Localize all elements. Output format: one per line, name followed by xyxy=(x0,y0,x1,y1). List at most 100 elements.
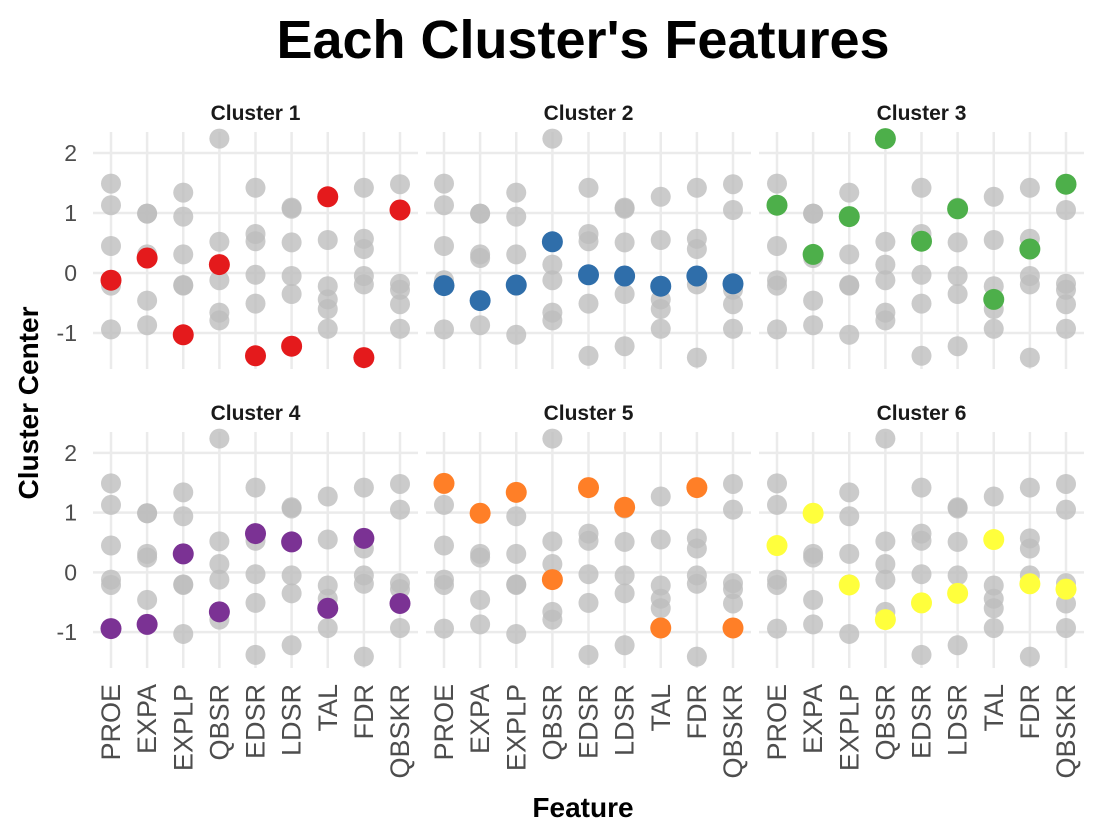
background-point xyxy=(137,290,158,311)
background-point xyxy=(723,499,743,520)
background-point xyxy=(803,543,824,564)
background-point xyxy=(803,614,824,635)
background-point xyxy=(686,646,707,667)
background-point xyxy=(578,345,599,366)
background-point xyxy=(281,565,302,586)
background-point xyxy=(245,224,266,244)
background-point xyxy=(803,290,824,311)
facet-panel: Cluster 5 PROE EXPA EXPLP QBSR EDSR LDSR TAL FDR… xyxy=(426,402,751,779)
cluster-point xyxy=(281,531,303,553)
background-point xyxy=(1019,177,1040,198)
background-point xyxy=(506,182,527,203)
background-point xyxy=(470,315,491,336)
cluster-point xyxy=(317,186,339,208)
background-point xyxy=(173,275,194,296)
cluster-point xyxy=(505,274,527,296)
cluster-point xyxy=(317,597,339,619)
background-point xyxy=(137,315,158,336)
background-point xyxy=(686,528,707,549)
background-point xyxy=(281,635,302,656)
background-point xyxy=(723,294,743,315)
x-tick-label: QBSR xyxy=(204,684,234,761)
background-point xyxy=(245,264,266,285)
x-tick-label: PROE xyxy=(762,684,792,761)
background-point xyxy=(723,200,743,220)
background-point xyxy=(578,564,599,585)
background-point xyxy=(245,592,266,613)
background-point xyxy=(911,264,932,285)
background-point xyxy=(245,477,266,498)
background-point xyxy=(137,503,158,524)
background-point xyxy=(911,293,932,314)
background-point xyxy=(101,236,121,256)
background-point xyxy=(767,275,787,296)
background-point xyxy=(209,569,230,590)
x-tick-label: FDR xyxy=(349,684,379,740)
cluster-point xyxy=(136,247,158,269)
background-point xyxy=(542,128,563,149)
x-tick-label: QBSR xyxy=(537,684,567,761)
x-tick-label: LDSR xyxy=(277,684,307,756)
background-point xyxy=(947,284,968,304)
background-point xyxy=(578,293,599,314)
background-point xyxy=(723,593,743,614)
background-point xyxy=(317,617,338,638)
cluster-point xyxy=(505,481,527,503)
cluster-point xyxy=(766,535,788,557)
background-point xyxy=(317,486,338,507)
cluster-point xyxy=(541,231,563,253)
background-point xyxy=(767,618,787,639)
background-point xyxy=(1056,473,1076,494)
background-point xyxy=(542,254,563,275)
cluster-point xyxy=(838,574,860,596)
facet-panel: Cluster 6 PROE EXPA EXPLP QBSR EDSR LDSR TAL FDR… xyxy=(759,402,1084,779)
background-point xyxy=(317,230,338,250)
background-point xyxy=(209,531,230,552)
background-point xyxy=(209,310,230,331)
cluster-point xyxy=(947,582,969,604)
background-point xyxy=(947,635,968,656)
background-point xyxy=(947,565,968,586)
y-tick-label: 0 xyxy=(64,559,77,585)
background-point xyxy=(353,646,374,667)
background-point xyxy=(650,186,671,207)
background-point xyxy=(245,644,266,665)
background-point xyxy=(173,244,194,265)
background-point xyxy=(506,244,527,265)
background-point xyxy=(875,270,896,291)
background-point xyxy=(614,232,635,253)
background-point xyxy=(101,173,121,194)
background-point xyxy=(614,531,635,552)
background-point xyxy=(839,623,860,644)
cluster-point xyxy=(1055,578,1077,600)
background-point xyxy=(839,506,860,527)
background-point xyxy=(390,318,410,339)
background-point xyxy=(767,473,787,494)
background-point xyxy=(839,543,860,564)
background-point xyxy=(767,319,787,340)
x-tick-label: QBSKR xyxy=(385,684,415,779)
background-point xyxy=(101,574,121,595)
background-point xyxy=(947,266,968,286)
cluster-point xyxy=(802,502,824,524)
background-point xyxy=(317,299,338,319)
background-point xyxy=(839,324,860,345)
background-point xyxy=(470,589,491,610)
facet-strip-label: Cluster 6 xyxy=(877,402,967,425)
background-point xyxy=(506,324,527,345)
background-point xyxy=(506,623,527,644)
background-point xyxy=(839,482,860,503)
background-point xyxy=(353,228,374,249)
background-point xyxy=(723,318,743,339)
x-tick-label: FDR xyxy=(1015,684,1045,740)
background-point xyxy=(390,579,410,600)
cluster-point xyxy=(100,618,122,640)
background-point xyxy=(542,554,563,575)
background-point xyxy=(542,531,563,552)
background-point xyxy=(353,477,374,498)
background-point xyxy=(947,232,968,253)
background-point xyxy=(875,569,896,590)
background-point xyxy=(947,336,968,357)
background-point xyxy=(470,614,491,635)
background-point xyxy=(767,574,787,595)
